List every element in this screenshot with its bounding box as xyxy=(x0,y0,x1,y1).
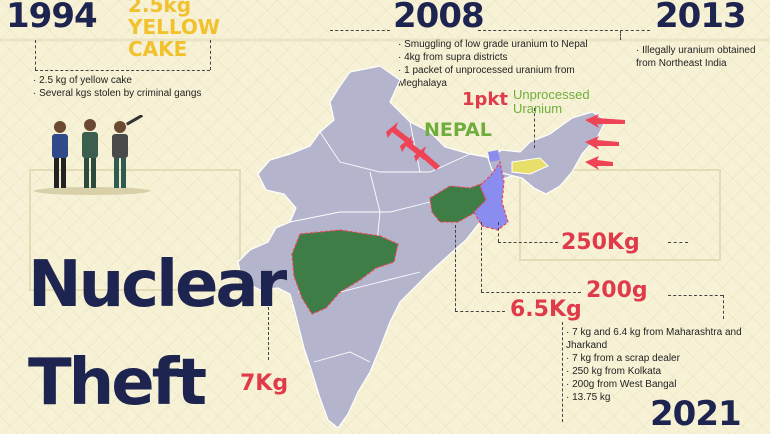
uranium-line1: Unprocessed xyxy=(513,87,590,102)
bullets-1994: 2.5 kg of yellow cake Several kgs stolen… xyxy=(33,74,233,100)
bullet-2021-5: 13.75 kg xyxy=(566,391,766,404)
bullet-2021-1: 7 kg and 6.4 kg from Maharashtra and Jha… xyxy=(566,326,766,352)
title-line1: Nuclear xyxy=(28,248,287,322)
bullets-2008: Smuggling of low grade uranium to Nepal … xyxy=(398,38,603,90)
yellow-cake-word2: CAKE xyxy=(128,37,188,61)
bullet-2008-2: 4kg from supra districts xyxy=(398,51,603,64)
sikkim-highlight xyxy=(488,150,500,162)
criminal-gang-illustration xyxy=(34,115,150,195)
year-1994: 1994 xyxy=(6,0,98,36)
leader-250 xyxy=(498,222,499,242)
leader-65-h xyxy=(455,311,505,312)
leader-65 xyxy=(455,225,456,311)
qty-7kg: 7Kg xyxy=(240,371,289,396)
leader-uranium xyxy=(534,108,535,148)
bullet-2021-4: 200g from West Bangal xyxy=(566,378,766,391)
nepal-label: NEPAL xyxy=(424,119,492,141)
yellow-cake-qty: 2.5kg xyxy=(128,0,192,17)
leader-250-right xyxy=(668,242,688,243)
unprocessed-uranium-label: Unprocessed Uranium xyxy=(513,88,590,116)
maharashtra-highlight xyxy=(291,229,399,315)
bullets-2021: 7 kg and 6.4 kg from Maharashtra and Jha… xyxy=(566,326,766,404)
bullet-2013-1: Illegally uranium obtained from Northeas… xyxy=(636,44,761,70)
leader-200-h xyxy=(481,292,581,293)
leader-200-v xyxy=(723,295,724,319)
india-map xyxy=(237,65,607,429)
thief-2 xyxy=(82,119,98,188)
bullet-2008-1: Smuggling of low grade uranium to Nepal xyxy=(398,38,603,51)
year-2008: 2008 xyxy=(393,0,485,36)
divider-2008-h2 xyxy=(478,30,618,31)
qty-6-5kg: 6.5Kg xyxy=(510,297,582,322)
year-2021: 2021 xyxy=(650,394,742,434)
leader-250-h xyxy=(498,242,558,243)
uranium-line2: Uranium xyxy=(513,101,563,116)
divider-2013-h xyxy=(620,30,650,31)
divider-1994-h xyxy=(35,70,210,71)
bullet-1994-2: Several kgs stolen by criminal gangs xyxy=(33,87,233,100)
leader-7kg xyxy=(268,292,269,360)
bullet-2021-2: 7 kg from a scrap dealer xyxy=(566,352,766,365)
yellow-cake-label: 2.5kg YELLOW CAKE xyxy=(128,0,220,60)
leader-200 xyxy=(481,222,482,292)
northeast-outline xyxy=(487,111,607,195)
divider-2021-v xyxy=(562,322,563,422)
northeast-arrows xyxy=(585,114,625,170)
divider-1994-v xyxy=(35,40,36,70)
leader-200-right xyxy=(668,295,723,296)
year-2013: 2013 xyxy=(655,0,747,36)
bullet-1994-1: 2.5 kg of yellow cake xyxy=(33,74,233,87)
thief-3 xyxy=(112,115,144,188)
qty-250kg: 250Kg xyxy=(561,230,640,255)
meghalaya-highlight xyxy=(511,157,549,175)
bullet-2008-3: 1 packet of unprocessed uranium from Meg… xyxy=(398,64,603,90)
pkt-label: 1pkt xyxy=(462,89,508,110)
bullet-2021-3: 250 kg from Kolkata xyxy=(566,365,766,378)
yellow-cake-word1: YELLOW xyxy=(128,15,220,39)
qty-200g: 200g xyxy=(586,278,648,303)
divider-2008-h xyxy=(330,30,390,31)
thief-1 xyxy=(52,121,68,188)
bullets-2013: Illegally uranium obtained from Northeas… xyxy=(636,44,761,70)
title-line2: Theft xyxy=(28,346,207,420)
divider-2013-v xyxy=(620,30,621,40)
nepal-arrows xyxy=(386,122,440,170)
west-bengal-highlight xyxy=(473,160,509,231)
divider-1994-r xyxy=(210,40,211,70)
